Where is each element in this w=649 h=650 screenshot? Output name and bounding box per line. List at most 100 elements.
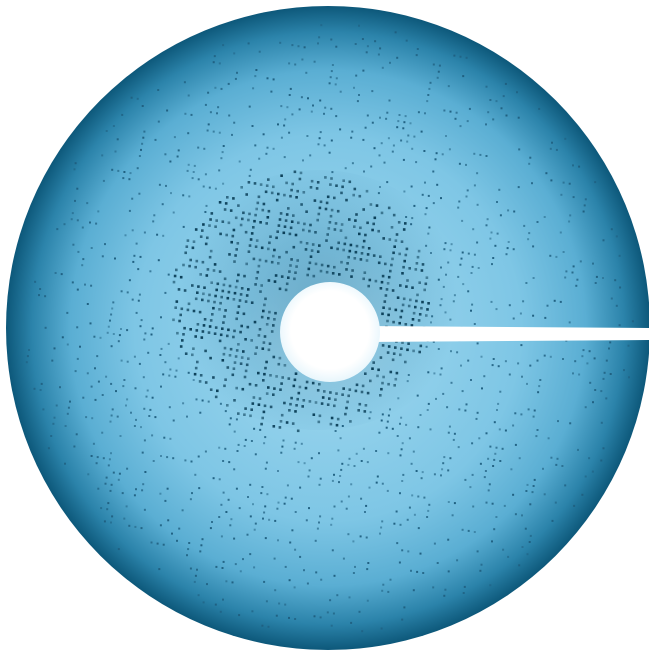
diffraction-spot [189,328,192,331]
diffraction-spot [234,254,237,257]
diffraction-spot [394,377,398,381]
diffraction-spot [283,193,286,197]
diffraction-spot [366,253,370,256]
diffraction-spot [301,58,304,61]
diffraction-spot [379,356,383,359]
diffraction-spot [154,416,157,419]
diffraction-spot [487,489,490,492]
diffraction-spot [492,465,495,467]
diffraction-spot [89,322,92,325]
diffraction-spot [362,138,365,141]
diffraction-spot [262,410,266,414]
diffraction-spot [500,107,503,110]
diffraction-spot [369,411,372,414]
diffraction-spot [252,257,256,261]
diffraction-spot [444,588,447,591]
diffraction-spot [492,118,495,121]
diffraction-spot [520,413,523,416]
diffraction-spot [351,130,354,133]
diffraction-spot [445,135,447,137]
diffraction-spot [417,527,420,530]
diffraction-spot [102,457,105,460]
diffraction-spot [282,439,285,442]
diffraction-spot [162,234,165,237]
diffraction-spot [215,288,218,292]
diffraction-spot [427,371,430,374]
diffraction-spot [103,520,106,523]
diffraction-spot [473,531,476,533]
diffraction-spot [222,352,226,356]
diffraction-spot [262,379,265,382]
diffraction-spot [214,395,218,399]
diffraction-spot [239,570,242,573]
diffraction-spot [562,181,565,184]
diffraction-spot [254,453,257,456]
diffraction-spot [308,400,312,403]
diffraction-spot [447,538,450,541]
diffraction-spot [531,182,533,185]
diffraction-spot [429,81,432,84]
diffraction-spot [328,82,331,85]
diffraction-spot [126,398,129,401]
diffraction-spot [214,294,217,298]
diffraction-spot [366,221,369,225]
diffraction-spot [135,488,137,491]
diffraction-spot [341,393,344,396]
diffraction-spot [216,389,219,393]
diffraction-spot [592,401,594,404]
diffraction-spot [340,468,343,471]
diffraction-spot [44,295,47,298]
diffraction-spot [203,147,206,150]
diffraction-spot [471,442,474,445]
diffraction-spot [172,419,175,422]
diffraction-spot [197,455,200,458]
diffraction-spot [283,364,287,367]
diffraction-spot [412,349,415,353]
diffraction-spot [223,315,226,318]
diffraction-spot [468,107,471,110]
diffraction-spot [524,527,527,530]
diffraction-spot [578,165,581,168]
diffraction-spot [494,244,497,247]
diffraction-spot [279,41,282,44]
diffraction-spot [136,167,139,170]
diffraction-spot [366,45,369,48]
diffraction-spot [392,320,395,324]
diffraction-spot [90,385,93,388]
diffraction-spot [133,355,136,358]
diffraction-spot [409,298,412,302]
diffraction-spot [147,351,150,354]
diffraction-spot [448,425,451,428]
diffraction-spot [412,589,415,592]
diffraction-spot [569,214,572,217]
diffraction-spot [247,496,249,498]
diffraction-spot [163,436,166,439]
diffraction-spot [106,508,109,511]
diffraction-spot [318,36,321,39]
diffraction-spot [253,566,256,569]
diffraction-spot [347,533,350,536]
diffraction-spot [427,194,430,197]
diffraction-spot [348,249,352,253]
diffraction-spot [149,408,152,411]
diffraction-spot [74,162,77,165]
diffraction-spot [111,515,114,518]
diffraction-spot [465,163,467,166]
diffraction-spot [336,247,339,251]
diffraction-spot [207,299,210,303]
diffraction-spot [209,527,212,530]
diffraction-spot [230,240,233,244]
diffraction-spot [173,136,176,139]
diffraction-spot [269,405,273,409]
diffraction-spot [360,390,364,394]
diffraction-spot [276,230,279,233]
diffraction-spot [174,375,177,378]
diffraction-spot [359,226,362,230]
diffraction-spot [244,230,248,234]
diffraction-spot [391,257,394,261]
diffraction-spot [189,498,192,501]
diffraction-spot [259,290,262,293]
diffraction-spot [277,501,280,504]
diffraction-spot [340,260,343,264]
diffraction-spot [377,53,380,56]
